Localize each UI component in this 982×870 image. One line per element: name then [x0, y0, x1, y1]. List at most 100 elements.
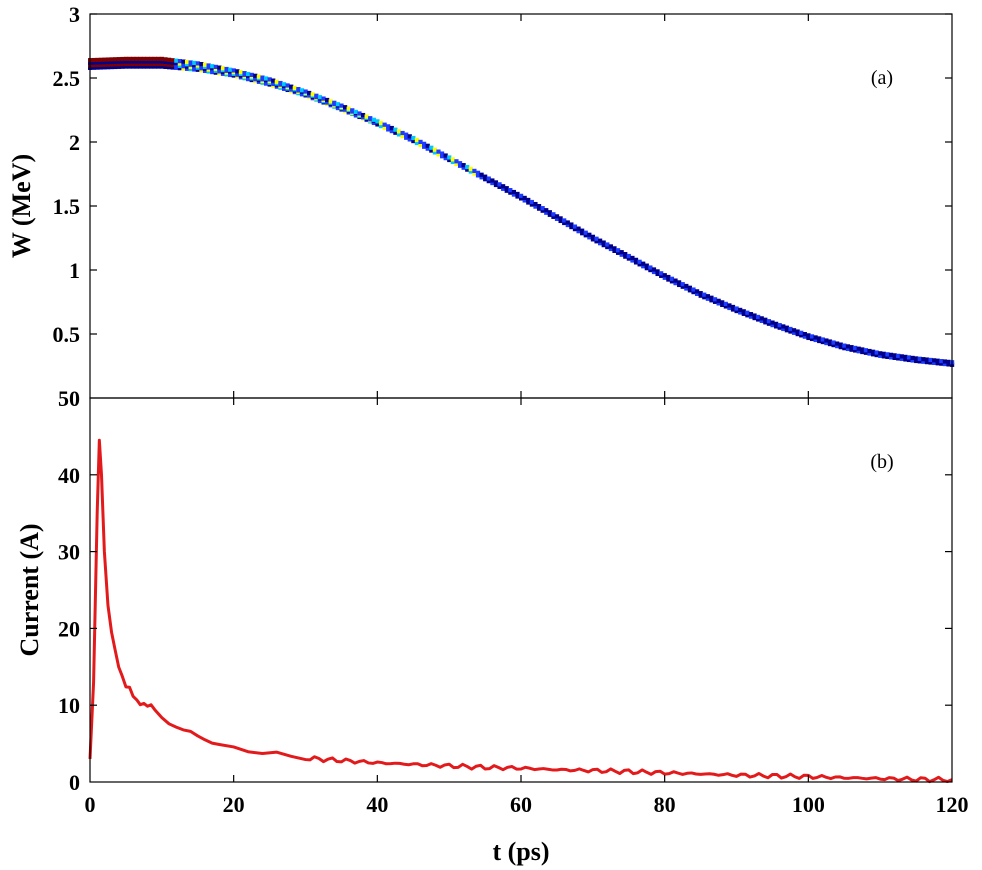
energy-point	[547, 212, 552, 217]
energy-point	[145, 56, 150, 61]
energy-point	[454, 161, 459, 166]
energy-point	[605, 244, 610, 250]
energy-point	[156, 56, 161, 61]
energy-point	[835, 341, 840, 346]
energy-point	[425, 146, 430, 151]
energy-point	[899, 354, 904, 359]
energy-point	[881, 351, 886, 356]
energy-point	[389, 125, 394, 131]
energy-point	[457, 161, 463, 166]
energy-point	[432, 147, 437, 152]
energy-point	[824, 340, 829, 346]
energy-point	[741, 309, 746, 314]
energy-point	[174, 65, 179, 70]
panel-a-label: (a)	[871, 67, 893, 89]
panel-a-energy: 0.5 1 1.5 2 2.5 3 (a) W (MeV)	[7, 2, 955, 399]
energy-point	[170, 58, 175, 63]
energy-point	[292, 85, 297, 90]
energy-point	[314, 93, 319, 98]
energy-point	[580, 231, 585, 236]
energy-point	[680, 282, 685, 287]
energy-point	[192, 65, 197, 70]
energy-point	[149, 56, 154, 61]
energy-point	[784, 328, 789, 333]
energy-point	[167, 62, 172, 67]
energy-point	[921, 357, 926, 362]
energy-point	[184, 66, 190, 71]
energy-point	[885, 354, 890, 359]
x-tick-label: 0	[85, 792, 96, 817]
energy-point	[583, 233, 588, 238]
energy-point	[580, 228, 585, 233]
energy-point	[357, 111, 362, 116]
energy-point	[149, 64, 154, 69]
energy-point	[932, 360, 937, 365]
energy-point	[759, 316, 764, 321]
energy-point	[831, 343, 836, 348]
energy-point	[669, 276, 675, 281]
energy-point	[134, 59, 139, 64]
energy-point	[192, 63, 197, 68]
energy-point	[777, 323, 782, 328]
energy-point	[181, 66, 186, 71]
energy-point	[540, 208, 545, 213]
energy-point	[152, 56, 157, 61]
energy-point	[439, 151, 445, 156]
energy-point	[138, 59, 143, 64]
energy-point	[824, 338, 829, 343]
energy-point	[170, 65, 175, 70]
energy-point	[666, 277, 671, 282]
energy-point	[687, 285, 693, 290]
energy-point	[116, 59, 121, 64]
energy-point	[885, 352, 890, 357]
energy-point	[720, 302, 725, 308]
energy-point	[134, 56, 139, 61]
y-tick-label: 1.5	[53, 194, 81, 219]
energy-point	[856, 349, 861, 354]
energy-point	[863, 350, 868, 355]
energy-point	[346, 106, 351, 111]
energy-point	[626, 253, 631, 259]
energy-point	[95, 57, 100, 63]
energy-point	[493, 180, 499, 185]
energy-point	[763, 317, 768, 322]
energy-point	[899, 356, 904, 362]
energy-point	[802, 334, 807, 339]
energy-point	[303, 89, 308, 94]
energy-point	[335, 102, 341, 107]
energy-point	[184, 64, 190, 69]
energy-point	[723, 304, 728, 309]
energy-point	[328, 99, 333, 104]
energy-point	[123, 61, 129, 67]
energy-point	[799, 330, 804, 335]
energy-point	[483, 174, 488, 179]
energy-point	[461, 163, 466, 168]
energy-point	[149, 59, 154, 64]
energy-point	[156, 59, 161, 64]
energy-point	[127, 56, 132, 61]
energy-point	[393, 127, 398, 132]
energy-point	[878, 353, 883, 358]
energy-point	[131, 56, 136, 61]
energy-point	[677, 282, 682, 288]
energy-point	[425, 143, 430, 148]
energy-point	[892, 355, 897, 361]
energy-point	[648, 265, 653, 270]
x-tick-label: 60	[510, 792, 532, 817]
y-tick-label: 1	[69, 258, 80, 283]
energy-point	[429, 148, 434, 153]
energy-point	[465, 164, 470, 170]
energy-point	[598, 238, 603, 243]
energy-point	[838, 345, 843, 350]
energy-point	[407, 134, 412, 139]
energy-point	[436, 149, 441, 154]
energy-point	[903, 354, 908, 359]
energy-point	[95, 65, 100, 70]
energy-point	[307, 90, 312, 96]
energy-point	[881, 354, 886, 359]
energy-point	[698, 291, 703, 296]
energy-point	[730, 307, 736, 312]
energy-point	[120, 59, 125, 64]
energy-point	[630, 255, 635, 261]
